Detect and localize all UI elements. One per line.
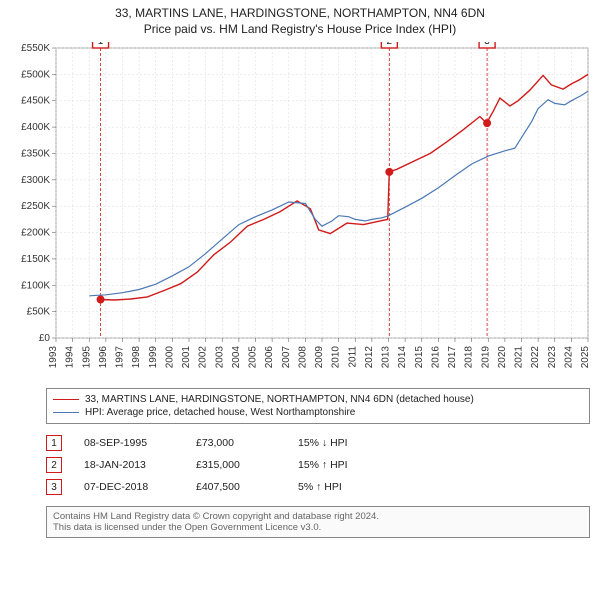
legend-swatch	[53, 399, 79, 400]
y-tick-label: £550K	[21, 43, 50, 54]
footer-line2: This data is licensed under the Open Gov…	[53, 522, 583, 533]
marker-row-diff: 5% ↑ HPI	[298, 481, 388, 493]
x-tick-label: 2001	[181, 346, 192, 369]
marker-table: 1 08-SEP-1995 £73,000 15% ↓ HPI 2 18-JAN-2013…	[46, 432, 590, 498]
x-tick-label: 2011	[347, 346, 358, 368]
legend-row: 33, MARTINS LANE, HARDINGSTONE, NORTHAMP…	[53, 393, 583, 406]
x-tick-label: 2007	[281, 346, 292, 369]
x-tick-label: 1998	[131, 346, 142, 369]
y-tick-label: £250K	[21, 201, 50, 212]
y-tick-label: £100K	[21, 280, 50, 291]
y-tick-label: £400K	[21, 122, 50, 133]
y-tick-label: £0	[39, 333, 51, 344]
marker-badge-num: 1	[98, 42, 104, 47]
x-tick-label: 2019	[480, 346, 491, 369]
x-tick-label: 2021	[514, 346, 525, 369]
x-tick-label: 2006	[264, 346, 275, 369]
y-tick-label: £500K	[21, 69, 50, 80]
x-tick-label: 2018	[464, 346, 475, 369]
x-tick-label: 1996	[98, 346, 109, 369]
marker-dot	[483, 119, 491, 127]
y-tick-label: £150K	[21, 254, 50, 265]
marker-badge-num: 3	[484, 42, 490, 47]
x-tick-label: 2017	[447, 346, 458, 369]
marker-row-price: £315,000	[196, 459, 276, 471]
footer-line1: Contains HM Land Registry data © Crown c…	[53, 511, 583, 522]
title-line1: 33, MARTINS LANE, HARDINGSTONE, NORTHAMP…	[6, 6, 594, 20]
legend: 33, MARTINS LANE, HARDINGSTONE, NORTHAMP…	[46, 388, 590, 424]
x-tick-label: 2015	[414, 346, 425, 369]
marker-row-badge: 3	[46, 479, 62, 495]
marker-row-date: 18-JAN-2013	[84, 459, 174, 471]
x-tick-label: 2024	[563, 346, 574, 369]
x-tick-label: 1995	[81, 346, 92, 369]
x-tick-label: 2025	[580, 346, 591, 369]
x-tick-label: 2016	[430, 346, 441, 369]
marker-row-diff: 15% ↓ HPI	[298, 437, 388, 449]
marker-row: 2 18-JAN-2013 £315,000 15% ↑ HPI	[46, 454, 590, 476]
x-tick-label: 2000	[164, 346, 175, 369]
x-tick-label: 2002	[198, 346, 209, 369]
marker-row-date: 08-SEP-1995	[84, 437, 174, 449]
marker-row: 1 08-SEP-1995 £73,000 15% ↓ HPI	[46, 432, 590, 454]
titles: 33, MARTINS LANE, HARDINGSTONE, NORTHAMP…	[6, 6, 594, 36]
x-tick-label: 2013	[381, 346, 392, 369]
line-chart: £0 £50K £100K £150K £200K £250K £300K £350K £400…	[6, 42, 594, 382]
x-tick-label: 2008	[297, 346, 308, 369]
x-tick-label: 2009	[314, 346, 325, 369]
x-tick-label: 1994	[65, 346, 76, 369]
marker-badge-num: 2	[387, 42, 393, 47]
chart-container: 33, MARTINS LANE, HARDINGSTONE, NORTHAMP…	[0, 0, 600, 544]
y-tick-label: £350K	[21, 148, 50, 159]
marker-dot	[97, 296, 105, 304]
legend-label: HPI: Average price, detached house, West…	[85, 407, 355, 418]
chart-area: £0 £50K £100K £150K £200K £250K £300K £350K £400…	[6, 42, 594, 382]
legend-swatch	[53, 412, 79, 413]
x-tick-label: 2014	[397, 346, 408, 369]
legend-row: HPI: Average price, detached house, West…	[53, 406, 583, 419]
marker-dot	[385, 168, 393, 176]
marker-row-badge: 1	[46, 435, 62, 451]
x-tick-label: 2012	[364, 346, 375, 369]
x-tick-label: 2004	[231, 346, 242, 369]
x-tick-label: 2020	[497, 346, 508, 369]
y-tick-label: £300K	[21, 175, 50, 186]
x-tick-label: 2010	[331, 346, 342, 369]
footer: Contains HM Land Registry data © Crown c…	[46, 506, 590, 538]
marker-row-date: 07-DEC-2018	[84, 481, 174, 493]
x-tick-label: 1993	[48, 346, 59, 369]
marker-row-price: £73,000	[196, 437, 276, 449]
legend-label: 33, MARTINS LANE, HARDINGSTONE, NORTHAMP…	[85, 394, 474, 405]
x-tick-label: 2005	[248, 346, 259, 369]
y-tick-label: £200K	[21, 228, 50, 239]
title-line2: Price paid vs. HM Land Registry's House …	[6, 22, 594, 36]
marker-row: 3 07-DEC-2018 £407,500 5% ↑ HPI	[46, 476, 590, 498]
marker-row-diff: 15% ↑ HPI	[298, 459, 388, 471]
y-tick-label: £50K	[27, 307, 51, 318]
x-tick-label: 2003	[214, 346, 225, 369]
x-tick-label: 2022	[530, 346, 541, 369]
y-tick-label: £450K	[21, 96, 50, 107]
marker-row-badge: 2	[46, 457, 62, 473]
x-tick-label: 1997	[115, 346, 126, 369]
x-tick-label: 1999	[148, 346, 159, 369]
x-tick-label: 2023	[547, 346, 558, 369]
marker-row-price: £407,500	[196, 481, 276, 493]
